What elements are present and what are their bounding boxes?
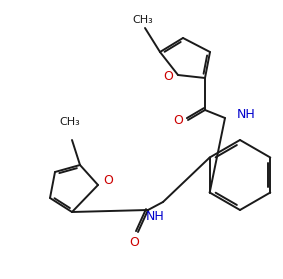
Text: NH: NH (237, 107, 256, 121)
Text: CH₃: CH₃ (133, 15, 153, 25)
Text: CH₃: CH₃ (60, 117, 80, 127)
Text: O: O (173, 114, 183, 126)
Text: O: O (129, 235, 139, 249)
Text: O: O (103, 174, 113, 187)
Text: NH: NH (146, 210, 164, 222)
Text: O: O (163, 71, 173, 83)
